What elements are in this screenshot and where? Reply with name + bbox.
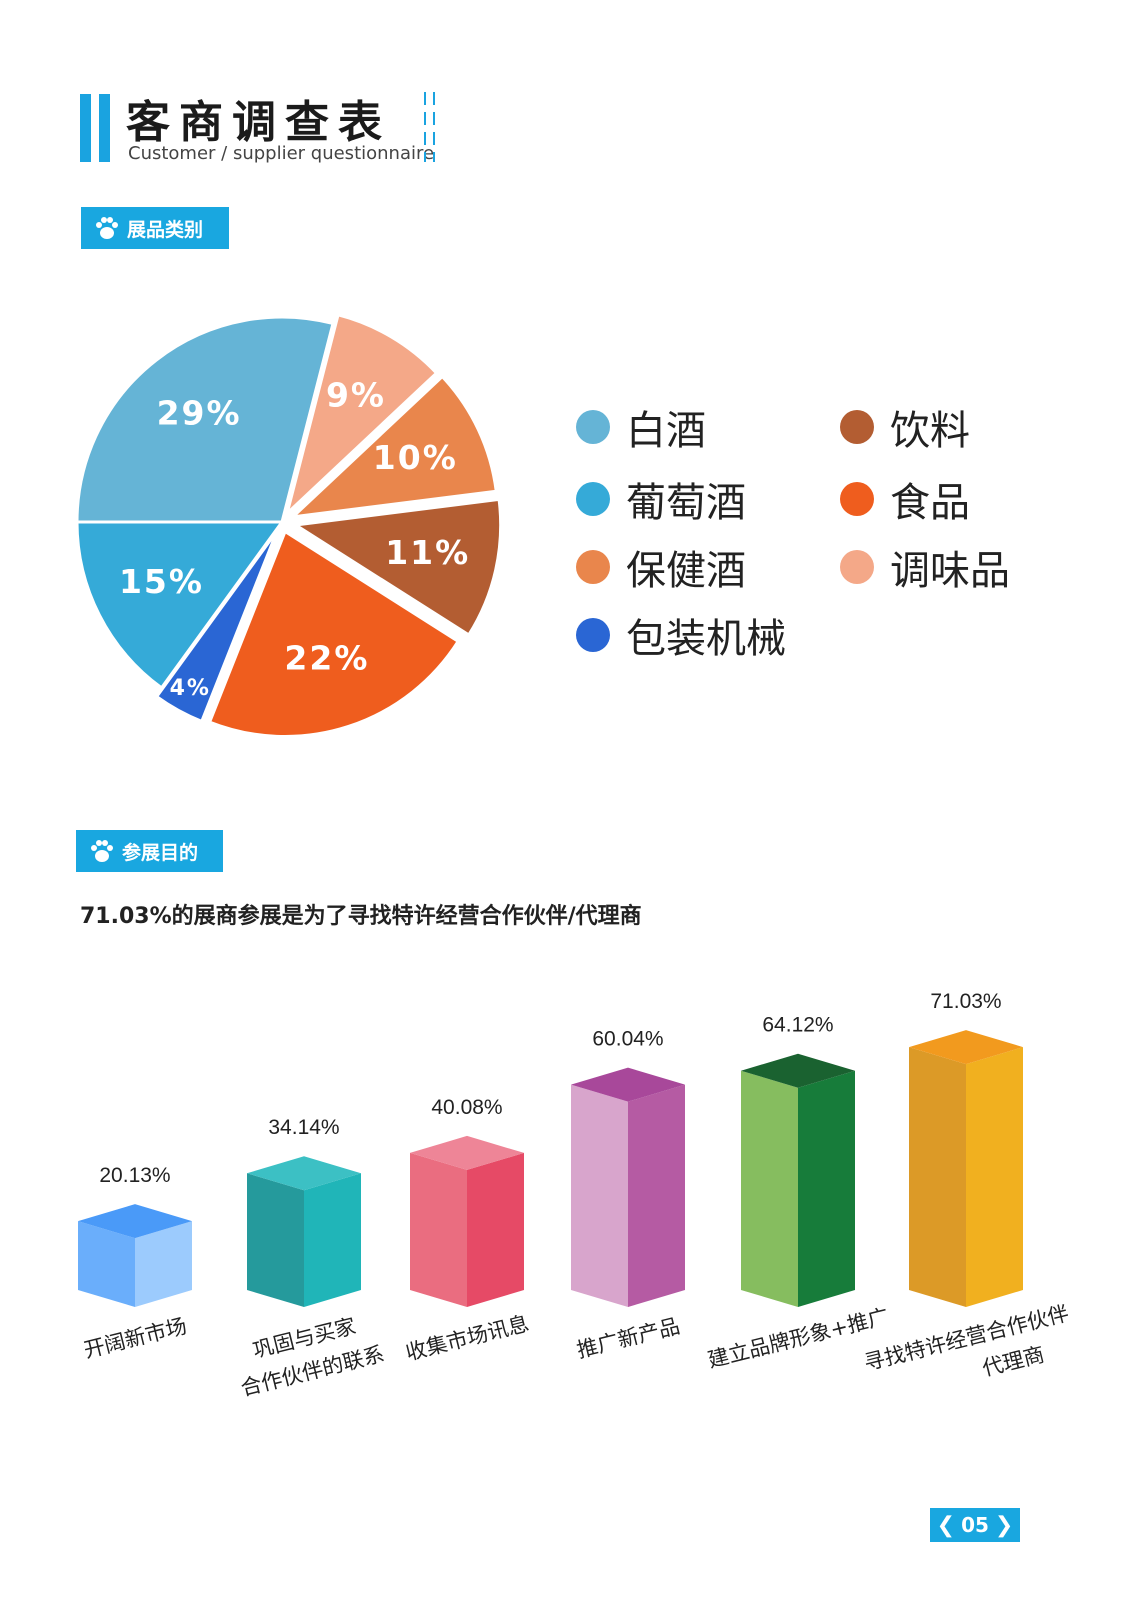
legend-item: 饮料 [840, 398, 970, 456]
paw-icon [91, 840, 113, 862]
bar-top-face [571, 1067, 685, 1102]
pie-chart: 29% 9% 10% 11% 22% 4% 15% [75, 313, 503, 738]
bar-front-face [247, 1173, 304, 1307]
pie-slice-label: 11% [385, 533, 470, 572]
bar-side-face [467, 1152, 524, 1307]
pie-slice-label: 15% [119, 562, 204, 601]
pie-slice-3 [288, 374, 498, 519]
pie-slice-5 [207, 529, 461, 738]
bar-category-label: 收集市场讯息 [403, 1311, 531, 1365]
bar-4 [571, 1067, 685, 1307]
bar-side-face [304, 1173, 361, 1307]
paw-icon [96, 217, 118, 239]
chevron-left-icon[interactable]: ❮ [936, 1512, 956, 1538]
legend-label: 食品 [890, 480, 970, 526]
bar-top-face [410, 1135, 524, 1170]
bar-side-face [798, 1070, 855, 1307]
pie-slice-label: 9% [326, 375, 386, 414]
pie-slice-label: 29% [157, 394, 242, 433]
bar-front-face [909, 1047, 966, 1307]
pie-slice-4 [291, 497, 503, 637]
bar-category-label: 巩固与买家合作伙伴的联系 [230, 1309, 387, 1401]
bar-front-face [571, 1084, 628, 1307]
accent-bar [80, 94, 91, 162]
bar-value-label: 40.08% [431, 1096, 502, 1119]
bar-top-face [247, 1156, 361, 1191]
page-number: 05 [961, 1513, 989, 1537]
bar-value-label: 60.04% [592, 1028, 663, 1051]
pie-slice-1 [75, 315, 335, 524]
legend-label: 饮料 [890, 408, 970, 454]
legend-item: 食品 [840, 470, 970, 528]
legend-item: 葡萄酒 [576, 470, 746, 528]
bar-2 [247, 1156, 361, 1307]
legend-item: 保健酒 [576, 538, 746, 596]
legend-label: 包装机械 [626, 616, 786, 662]
bar-category-label: 寻找特许经营合作伙伴代理商 [862, 1301, 1080, 1408]
pie-slice-label: 10% [373, 438, 458, 477]
pie-slice-2 [284, 313, 439, 519]
legend-label: 保健酒 [626, 548, 746, 594]
bar-front-face [410, 1152, 467, 1307]
legend-swatch [576, 482, 610, 516]
bar-5 [741, 1053, 855, 1307]
accent-bar [99, 94, 110, 162]
section-tag-label: 参展目的 [122, 841, 199, 864]
bar-top-face [78, 1204, 192, 1239]
page-title: 客商调查表 [126, 97, 391, 148]
legend-label: 调味品 [890, 548, 1010, 594]
bar-category-label: 推广新产品 [574, 1314, 682, 1363]
legend-swatch [840, 482, 874, 516]
bar-front-face [741, 1070, 798, 1307]
section-tag-purpose: 参展目的 [76, 830, 223, 872]
page-subtitle: Customer / supplier questionnaire [128, 143, 435, 164]
page-number-badge: ❮ 05 ❯ [930, 1508, 1020, 1542]
section-tag-exhibit-category: 展品类别 [81, 207, 229, 249]
bar-top-face [909, 1030, 1023, 1065]
legend-swatch [576, 550, 610, 584]
legend-item: 包装机械 [576, 606, 786, 664]
bar-1 [78, 1204, 192, 1307]
section-tag-label: 展品类别 [127, 218, 204, 241]
bar-chart: 20.13% 34.14% 40.08% 60.04% 64.12% 71.03% 开阔新… [78, 990, 1080, 1408]
bar-value-label: 20.13% [99, 1164, 170, 1187]
chevron-right-icon[interactable]: ❯ [994, 1512, 1014, 1538]
bar-value-label: 71.03% [930, 990, 1001, 1013]
bar-top-face [741, 1053, 855, 1088]
legend-item: 调味品 [840, 538, 1010, 596]
legend-swatch [576, 410, 610, 444]
pie-slice-label: 22% [284, 639, 369, 678]
title-dashed-lines [424, 92, 438, 162]
legend-swatch [840, 550, 874, 584]
pie-slice-6 [154, 529, 279, 724]
legend-item: 白酒 [576, 398, 706, 456]
legend-swatch [576, 618, 610, 652]
purpose-headline: 71.03%的展商参展是为了寻找特许经营合作伙伴/代理商 [80, 904, 642, 929]
bar-3 [410, 1135, 524, 1307]
pie-legend: 白酒葡萄酒保健酒包装机械 饮料食品调味品 [576, 398, 1046, 668]
pie-slice-7 [75, 520, 285, 690]
title-accent-bars [80, 94, 110, 162]
bar-side-face [628, 1084, 685, 1307]
legend-label: 白酒 [626, 408, 706, 454]
bar-category-label: 开阔新市场 [81, 1314, 189, 1363]
bar-front-face [78, 1221, 135, 1307]
bar-side-face [135, 1221, 192, 1307]
legend-swatch [840, 410, 874, 444]
bar-side-face [966, 1047, 1023, 1307]
bar-value-label: 34.14% [268, 1116, 339, 1139]
pie-slice-label: 4% [170, 676, 211, 701]
bar-value-label: 64.12% [762, 1014, 833, 1037]
bar-6 [909, 1030, 1023, 1307]
legend-label: 葡萄酒 [626, 480, 746, 526]
